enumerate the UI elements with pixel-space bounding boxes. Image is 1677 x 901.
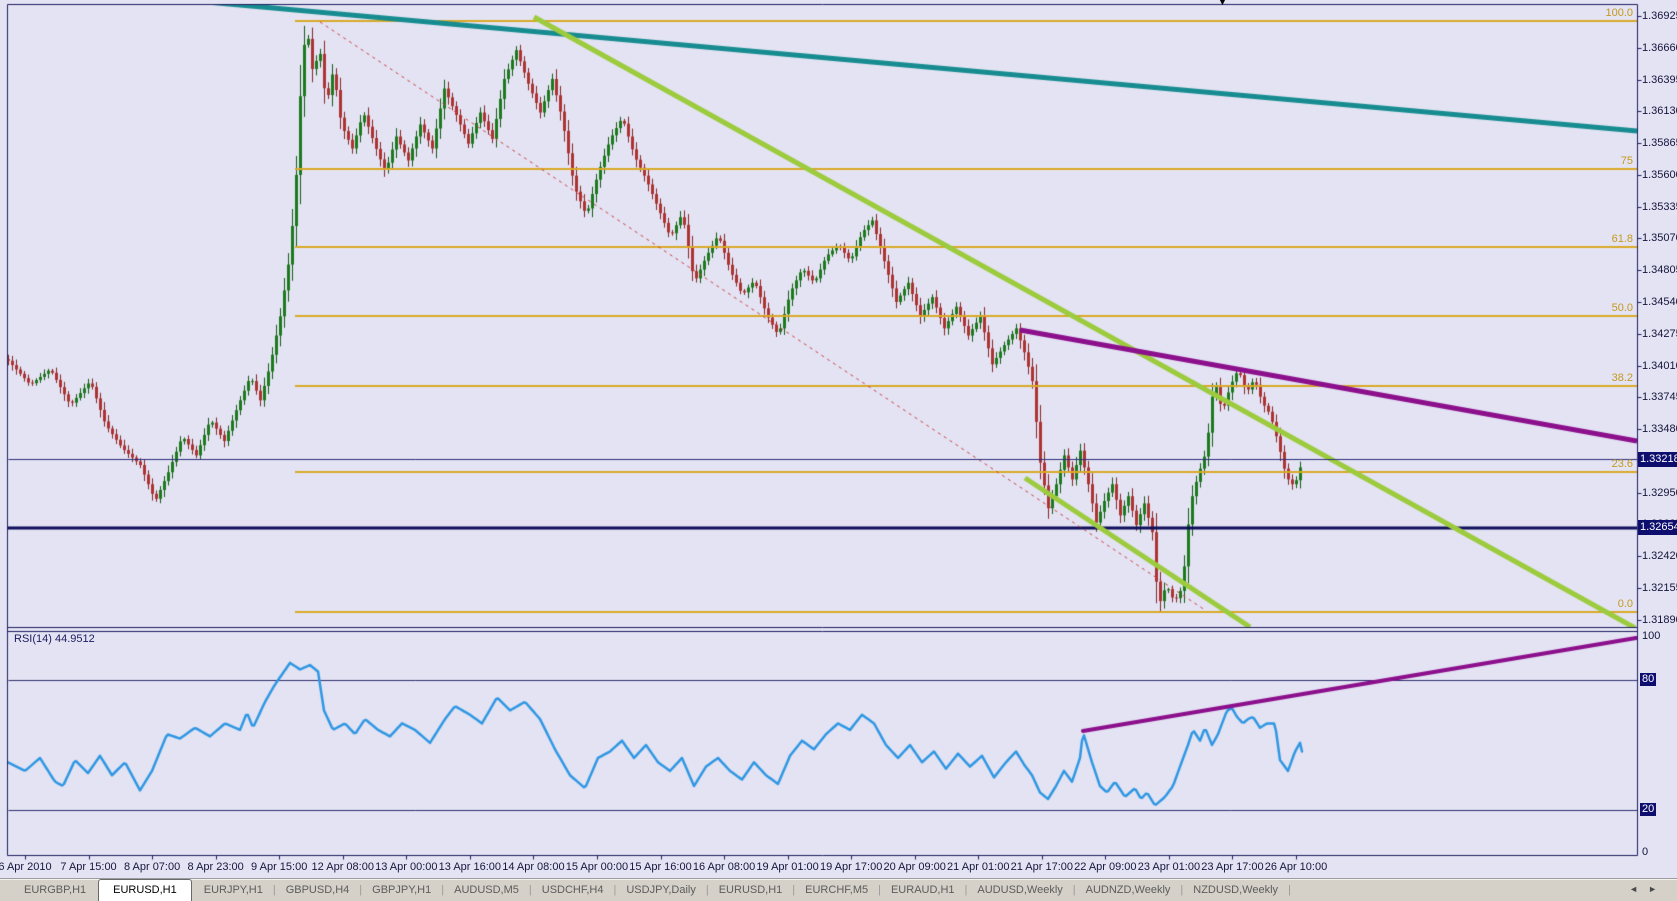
price-axis-label: 1.34805 bbox=[1642, 264, 1677, 277]
fib-level-label: 75 bbox=[1620, 154, 1633, 167]
price-axis-label: 1.34275 bbox=[1642, 327, 1677, 340]
time-axis-label: 15 Apr 00:00 bbox=[565, 861, 629, 873]
price-axis-label: 1.35600 bbox=[1642, 168, 1677, 181]
time-marker-icon: ▼ bbox=[1218, 0, 1227, 7]
time-axis-label: 15 Apr 16:00 bbox=[629, 861, 692, 873]
tab-separator: | bbox=[878, 884, 881, 896]
fib-level-label: 100.0 bbox=[1605, 7, 1633, 20]
tab-separator: | bbox=[1072, 884, 1076, 896]
chart-tab-audusd-weekly[interactable]: AUDUSD,Weekly bbox=[977, 884, 1063, 896]
price-axis-label: 1.36660 bbox=[1642, 41, 1677, 54]
time-axis-label: 22 Apr 09:00 bbox=[1074, 861, 1137, 873]
tab-separator: | bbox=[964, 884, 968, 896]
chart-tab-eurusd-h1[interactable]: EURUSD,H1 bbox=[718, 884, 783, 896]
tab-separator: | bbox=[528, 884, 532, 896]
rsi-level-label: 100 bbox=[1642, 630, 1661, 642]
tab-scroll-left-icon[interactable]: ◄ bbox=[1629, 884, 1649, 894]
tab-separator: | bbox=[359, 884, 363, 896]
price-axis-label: 1.36130 bbox=[1642, 105, 1677, 118]
chart-tab-audusd-m5[interactable]: AUDUSD,M5 bbox=[454, 884, 519, 896]
time-axis-label: 9 Apr 15:00 bbox=[251, 861, 308, 873]
price-axis-label: 1.35865 bbox=[1642, 137, 1677, 150]
time-axis-label: 23 Apr 17:00 bbox=[1201, 861, 1264, 873]
tab-separator: | bbox=[705, 884, 709, 896]
price-axis-label: 1.32155 bbox=[1642, 581, 1677, 594]
time-axis-label: 23 Apr 01:00 bbox=[1137, 861, 1201, 873]
price-axis-label: 1.33745 bbox=[1642, 391, 1677, 404]
time-axis-label: 16 Apr 08:00 bbox=[692, 861, 756, 873]
chart-tab-audnzd-weekly[interactable]: AUDNZD,Weekly bbox=[1085, 884, 1171, 896]
tab-separator: | bbox=[1180, 884, 1184, 896]
fib-level-label: 61.8 bbox=[1611, 232, 1633, 245]
chart-tab-eurusd-h1[interactable]: EURUSD,H1 bbox=[98, 879, 192, 901]
time-axis-label: 8 Apr 23:00 bbox=[187, 861, 244, 873]
fib-level-label: 38.2 bbox=[1611, 372, 1633, 385]
time-axis-label: 14 Apr 08:00 bbox=[502, 861, 565, 873]
price-axis-label: 1.33480 bbox=[1642, 423, 1677, 436]
chart-tab-bar: EURGBP,H1 EURUSD,H1 EURJPY,H1 | GBPUSD,H4 | GB… bbox=[0, 878, 1677, 901]
chart-tab-gbpusd-h4[interactable]: GBPUSD,H4 bbox=[285, 884, 350, 896]
chart-tab-gbpjpy-h1[interactable]: GBPJPY,H1 bbox=[372, 884, 432, 896]
price-axis-label: 1.32950 bbox=[1642, 486, 1677, 499]
price-axis-label: 1.36395 bbox=[1642, 73, 1677, 86]
time-axis-label: 7 Apr 15:00 bbox=[60, 861, 117, 873]
chart-tab-nzdusd-weekly[interactable]: NZDUSD,Weekly bbox=[1193, 884, 1279, 896]
time-axis-label: 19 Apr 17:00 bbox=[819, 861, 883, 873]
support-price-badge: 1.32654 bbox=[1638, 520, 1677, 536]
tab-separator: | bbox=[441, 884, 445, 896]
tab-separator: | bbox=[613, 884, 617, 896]
tab-separator: | bbox=[792, 884, 796, 896]
time-axis-label: 21 Apr 17:00 bbox=[1010, 861, 1073, 873]
fib-level-label: 23.6 bbox=[1611, 458, 1633, 471]
time-axis-label: 21 Apr 01:00 bbox=[947, 861, 1010, 873]
fib-level-label: 50.0 bbox=[1611, 302, 1633, 315]
chart-tab-eurjpy-h1[interactable]: EURJPY,H1 bbox=[203, 884, 263, 896]
fib-level-label: 0.0 bbox=[1617, 597, 1633, 610]
rsi-level-label: 0 bbox=[1642, 846, 1649, 858]
price-axis-label: 1.34010 bbox=[1642, 359, 1677, 372]
time-axis-label: 13 Apr 16:00 bbox=[438, 861, 502, 873]
time-axis-label: 26 Apr 10:00 bbox=[1264, 861, 1328, 873]
tab-separator: | bbox=[272, 884, 276, 896]
time-axis-label: 20 Apr 09:00 bbox=[883, 861, 946, 873]
price-axis-label: 1.32420 bbox=[1642, 550, 1677, 563]
chart-tab-eurchf-m5[interactable]: EURCHF,M5 bbox=[805, 884, 869, 896]
chart-tab-eurgbp-h1[interactable]: EURGBP,H1 bbox=[24, 884, 87, 896]
rsi-level-label: 20 bbox=[1640, 802, 1657, 816]
tab-separator: | bbox=[1288, 884, 1291, 896]
price-axis-label: 1.35070 bbox=[1642, 232, 1677, 245]
time-axis-label: 12 Apr 08:00 bbox=[311, 861, 374, 873]
rsi-level-label: 80 bbox=[1640, 673, 1657, 687]
chart-tab-euraud-h1[interactable]: EURAUD,H1 bbox=[890, 884, 955, 896]
chart-canvas[interactable] bbox=[0, 0, 1677, 877]
price-axis-label: 1.34540 bbox=[1642, 295, 1677, 308]
price-axis-label: 1.36925 bbox=[1642, 10, 1677, 22]
tab-scroll-right-icon[interactable]: ► bbox=[1648, 884, 1667, 894]
tab-scroll-arrows: ◄► bbox=[1629, 884, 1667, 894]
time-axis-label: 6 Apr 2010 bbox=[0, 861, 52, 873]
time-axis-label: 13 Apr 00:00 bbox=[375, 861, 438, 873]
rsi-indicator-label: RSI(14) 44.9512 bbox=[14, 633, 95, 645]
time-axis-label: 19 Apr 01:00 bbox=[756, 861, 819, 873]
time-axis-label: 8 Apr 07:00 bbox=[123, 861, 181, 873]
chart-tab-usdjpy-daily[interactable]: USDJPY,Daily bbox=[626, 884, 696, 896]
price-axis-label: 1.31890 bbox=[1642, 613, 1677, 626]
current-price-badge: 1.33218 bbox=[1638, 452, 1677, 468]
price-axis-label: 1.35335 bbox=[1642, 200, 1677, 213]
chart-tab-usdchf-h4[interactable]: USDCHF,H4 bbox=[541, 884, 604, 896]
